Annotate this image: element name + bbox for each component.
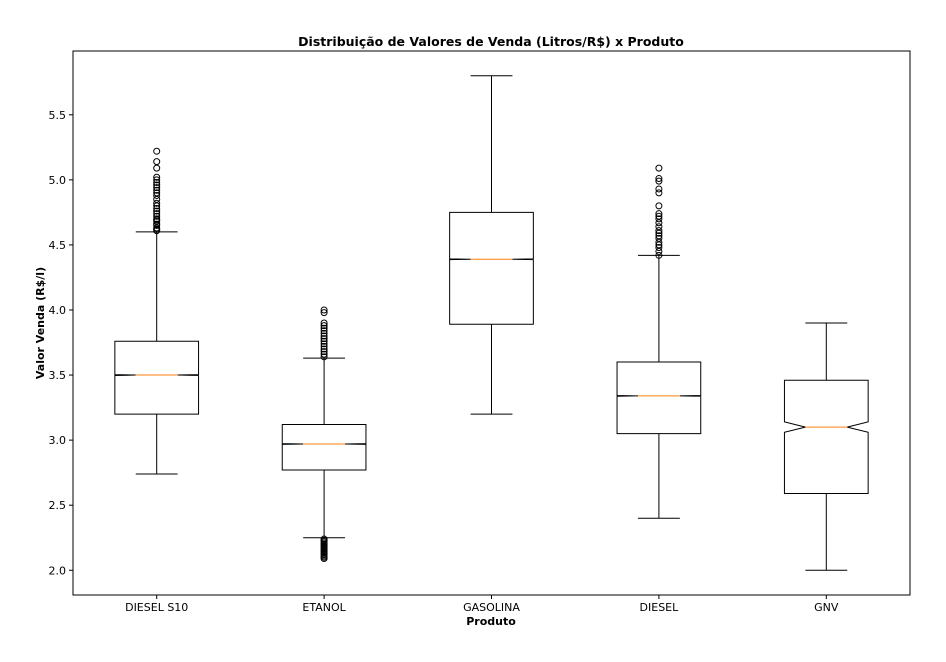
outlier-point <box>655 238 663 246</box>
y-tick-label: 4.0 <box>49 304 67 317</box>
outlier-point <box>320 335 328 343</box>
outlier-point <box>655 241 663 249</box>
outlier-point <box>655 223 663 231</box>
outlier-point <box>153 204 161 212</box>
outlier-point <box>320 329 328 337</box>
outlier-point <box>153 191 161 199</box>
y-axis-label: Valor Venda (R$/l) <box>34 267 47 379</box>
x-tick-label: DIESEL <box>640 601 680 614</box>
outlier-point <box>320 342 328 350</box>
outlier-point <box>655 202 663 210</box>
y-tick-label: 2.0 <box>49 564 67 577</box>
outlier-point <box>320 353 328 361</box>
outlier-point <box>153 224 161 232</box>
box-group <box>281 306 367 563</box>
box-group <box>783 322 869 571</box>
y-axis: 2.0 2.5 3.0 3.5 4.0 4.5 5.0 5.5 <box>49 109 73 577</box>
box-group <box>616 164 702 519</box>
outlier-point <box>655 177 663 185</box>
outlier-point <box>655 212 663 220</box>
outlier-point <box>320 319 328 327</box>
outlier-point <box>320 535 328 543</box>
outlier-point <box>655 219 663 227</box>
outlier-point <box>320 332 328 340</box>
y-tick-label: 3.0 <box>49 434 67 447</box>
x-axis-label: Produto <box>466 615 516 628</box>
outlier-point <box>655 175 663 183</box>
outlier-point <box>153 202 161 210</box>
chart-title: Distribuição de Valores de Venda (Litros… <box>298 34 684 49</box>
outlier-point <box>655 244 663 252</box>
outlier-point <box>320 309 328 317</box>
x-tick-label: DIESEL S10 <box>125 601 188 614</box>
outlier-point <box>153 158 161 166</box>
box <box>616 361 702 435</box>
outlier-point <box>320 337 328 345</box>
outlier-point <box>153 195 161 203</box>
outlier-point <box>655 185 663 193</box>
box <box>281 424 367 471</box>
box-group <box>449 75 534 415</box>
outlier-point <box>320 324 328 332</box>
x-axis: DIESEL S10 ETANOL GASOLINA DIESEL GNV <box>125 595 839 614</box>
outlier-point <box>153 220 161 228</box>
box <box>114 340 200 415</box>
outlier-point <box>153 164 161 172</box>
outlier-point <box>320 322 328 330</box>
outlier-point <box>153 210 161 218</box>
outlier-point <box>153 199 161 207</box>
outlier-point <box>655 164 663 172</box>
outlier-point <box>655 234 663 242</box>
outlier-point <box>153 207 161 215</box>
outlier-point <box>153 178 161 186</box>
boxes <box>114 75 869 571</box>
outlier-point <box>153 186 161 194</box>
x-tick-label: GNV <box>814 601 839 614</box>
x-tick-label: ETANOL <box>302 601 346 614</box>
outlier-point <box>153 147 161 155</box>
y-tick-label: 4.5 <box>49 239 67 252</box>
outlier-point <box>153 176 161 184</box>
outlier-point <box>153 173 161 181</box>
outlier-point <box>153 212 161 220</box>
outlier-point <box>320 306 328 314</box>
outlier-point <box>320 350 328 358</box>
outlier-point <box>153 215 161 223</box>
box-group <box>114 147 200 475</box>
outlier-point <box>153 189 161 197</box>
outlier-point <box>655 251 663 259</box>
y-tick-label: 3.5 <box>49 369 67 382</box>
outlier-point <box>655 229 663 237</box>
outlier-point <box>153 181 161 189</box>
outlier-point <box>320 327 328 335</box>
outlier-point <box>320 345 328 353</box>
outlier-point <box>655 227 663 235</box>
box <box>783 379 869 494</box>
y-tick-label: 5.0 <box>49 174 67 187</box>
outlier-point <box>320 348 328 356</box>
y-tick-label: 2.5 <box>49 499 67 512</box>
outlier-point <box>655 189 663 197</box>
outlier-point <box>655 210 663 218</box>
outlier-point <box>320 340 328 348</box>
y-tick-label: 5.5 <box>49 109 67 122</box>
outlier-point <box>655 232 663 240</box>
outlier-point <box>153 184 161 192</box>
outlier-point <box>655 247 663 255</box>
box <box>449 211 534 325</box>
x-tick-label: GASOLINA <box>463 601 520 614</box>
outlier-point <box>655 215 663 223</box>
